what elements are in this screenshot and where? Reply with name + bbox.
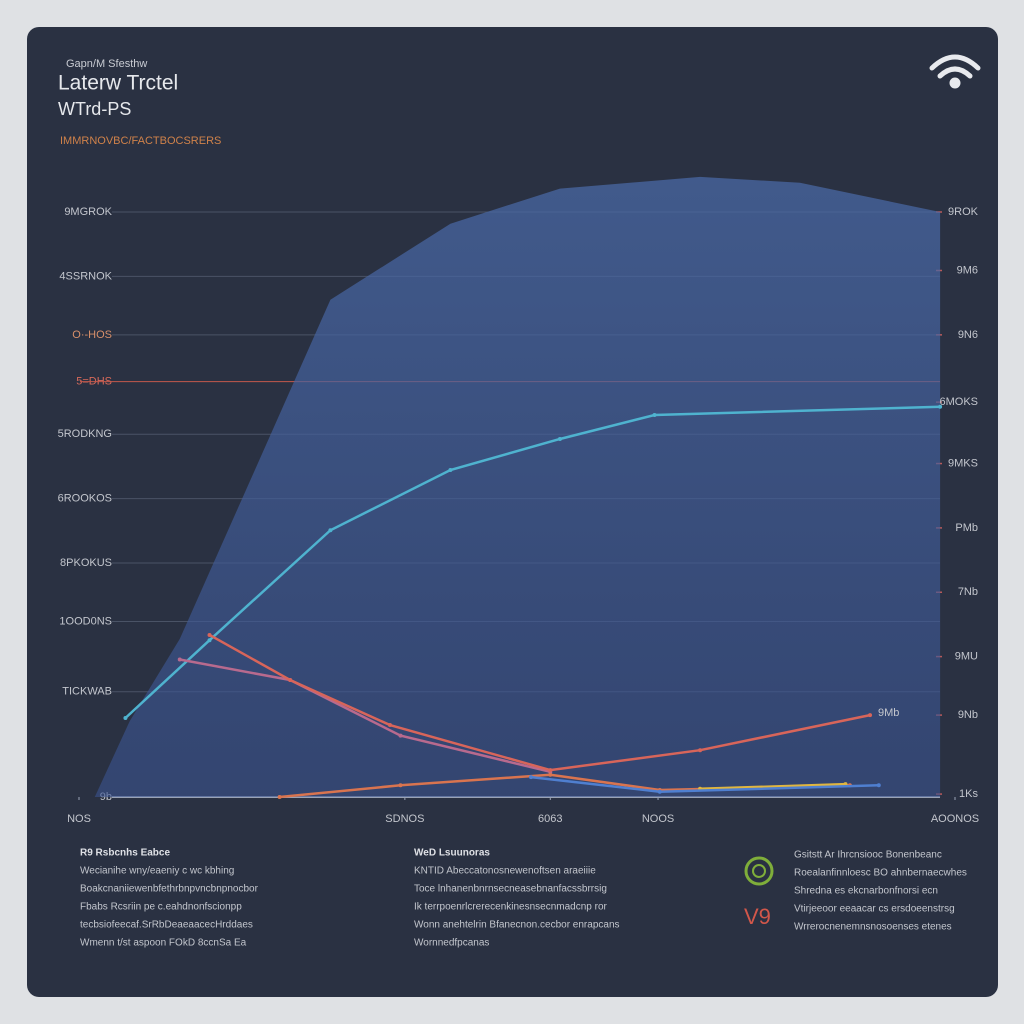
line — [179, 658, 551, 774]
footer-line: Fbabs Rcsriin pe c.eahdnonfscionpp — [80, 902, 242, 913]
point — [277, 795, 282, 799]
y-tick-label: 9MGROK — [64, 206, 112, 218]
point — [448, 467, 453, 472]
footer-line: Boakcnaniiewenbfethrbnpvncbnpnocbor — [80, 884, 259, 895]
footer-line: Wonn anehtelrin Bfanecnon.cecbor enrapca… — [414, 920, 620, 931]
point — [387, 723, 392, 728]
footer-heading: WeD Lsuunoras — [414, 848, 490, 859]
line — [700, 782, 846, 791]
point — [207, 632, 212, 637]
x-tick-label: NOOS — [642, 813, 674, 825]
y2-tick-label: 9ROK — [948, 206, 979, 218]
point — [698, 748, 703, 753]
y2-tick-label: 9M6 — [957, 264, 978, 276]
y-tick-label: TICKWAB — [62, 686, 112, 698]
y2-tick-label: 9MKS — [948, 457, 978, 469]
point — [288, 678, 293, 682]
y2-tick-label: 1Ks — [959, 788, 978, 800]
point — [557, 436, 562, 441]
y2-tick-label: PMb — [955, 522, 978, 534]
plot: 9bTICKWAB1OOD0NS8PKOKUS6ROOKOS5RODKNG5=D… — [58, 176, 979, 825]
footer-line: Toce lnhanenbnrnsecneasebnanfacssbrrsig — [414, 884, 607, 895]
area — [94, 176, 941, 797]
y2-tick-label: 9N6 — [958, 329, 978, 341]
line — [208, 633, 871, 772]
point — [123, 716, 128, 721]
y2-tick-label: 7Nb — [958, 586, 978, 598]
footer-heading: R9 Rsbcnhs Eabce — [80, 848, 170, 859]
y2-tick-label: 9MU — [955, 651, 978, 663]
subtitle: Gapn/M Sfesthw — [66, 58, 147, 70]
footer-line: Wrrerocnenemnsnosoenses etenes — [794, 922, 952, 933]
point — [328, 528, 333, 533]
chart-title: Laterw Trctel — [58, 72, 178, 95]
footer-line: KNTID Abeccatonosnewenoftsen araeiiie — [414, 866, 596, 877]
point — [529, 775, 534, 780]
point — [657, 789, 662, 794]
footer-line: tecbsiofeecaf.SrRbDeaeaacecHrddaes — [80, 920, 253, 931]
footer-line: Vtirjeeoor eeaacar cs ersdoeenstrsg — [794, 904, 955, 915]
footer-line: Roealanfinnloesc BO ahnbernaecwhes — [794, 868, 967, 879]
legend-icon — [752, 864, 766, 878]
point — [207, 638, 212, 643]
wifi-icon — [929, 54, 981, 89]
point — [177, 657, 182, 662]
line-end-label: 9Mb — [878, 707, 899, 719]
x-tick-label: 6063 — [538, 813, 562, 825]
footer-line: Wmenn t/st aspoon FOkD 8ccnSa Ea — [80, 938, 247, 949]
point — [876, 783, 881, 788]
point — [938, 404, 943, 409]
point — [548, 768, 553, 773]
x-tick-label: AOONOS — [931, 813, 979, 825]
footer-line: Gsitstt Ar Ihrcnsiooc Bonenbeanc — [794, 850, 942, 861]
caption: IMMRNOVBC/FACTBOCSRERS — [60, 135, 221, 147]
y-tick-label: 8PKOKUS — [60, 557, 112, 569]
y-tick-label: 5RODKNG — [58, 428, 112, 440]
footer-line: Ik terrpoenrlcrerecenkinesnsecnmadcnp ro… — [414, 902, 608, 913]
point — [548, 772, 553, 777]
y-tick-label: 6ROOKOS — [58, 493, 112, 505]
footer-line: Wornnedfpcanas — [414, 938, 489, 949]
footer-line: Wecianihe wny/eaeniy c wc kbhing — [80, 866, 234, 877]
point — [398, 783, 403, 788]
y2-tick-label: 6MOKS — [939, 396, 978, 408]
point — [868, 713, 873, 718]
footer: R9 Rsbcnhs Eabce Wecianihe wny/eaeniy c w… — [80, 848, 967, 949]
x-tick-label: NOS — [67, 813, 91, 825]
y-tick-label: 4SSRNOK — [59, 270, 112, 282]
footer-line: Shredna es ekcnarbonfnorsi ecn — [794, 886, 938, 897]
x-tick-label: SDNOS — [385, 813, 424, 825]
y-tick-label: 1OOD0NS — [59, 615, 112, 627]
y2-tick-label: 9Nb — [958, 709, 978, 721]
point — [652, 412, 657, 417]
y-tick-label: O·-HOS — [72, 329, 112, 341]
legend-icon — [744, 856, 774, 886]
point — [398, 733, 403, 738]
legend-icon-label: V9 — [744, 904, 771, 929]
chart-title-line2: WTrd-PS — [58, 99, 131, 119]
